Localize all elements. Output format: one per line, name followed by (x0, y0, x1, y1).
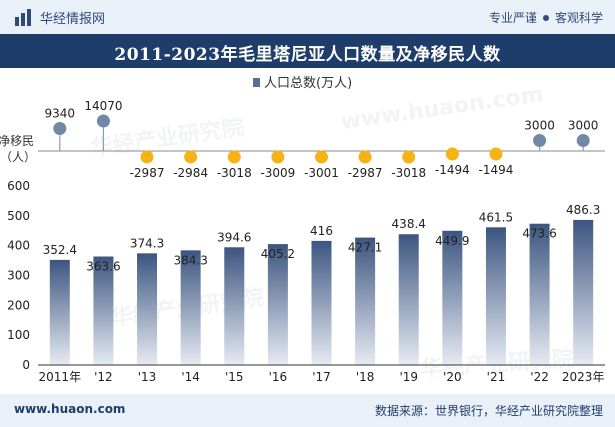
bar (180, 250, 201, 365)
migrant-point (53, 121, 67, 135)
legend: 人口总数(万人) (253, 76, 352, 91)
migrant-point (402, 150, 416, 164)
tagline-left: 专业严谨 (488, 11, 537, 25)
tagline-right: 客观科学 (554, 11, 603, 25)
bar-data-label: 486.3 (566, 203, 600, 217)
y-tick-label: 100 (7, 328, 30, 342)
bar-data-label: 461.5 (479, 210, 513, 224)
migrant-point (445, 147, 459, 161)
bar-data-label: 473.6 (522, 227, 556, 241)
y-tick-label: 600 (7, 179, 30, 193)
bar-data-label: 427.1 (348, 241, 382, 255)
bar-data-label: 394.6 (217, 230, 251, 244)
x-tick-label: 2023年 (562, 370, 605, 384)
migrant-point (489, 147, 503, 161)
footer-source: 数据来源：世界银行，华经产业研究院整理 (374, 404, 603, 418)
migrant-point (533, 134, 547, 147)
migrant-data-label: -3009 (260, 166, 295, 180)
migrant-data-label: -3018 (217, 166, 252, 180)
x-tick-label: '16 (269, 370, 288, 384)
y-tick-label: 400 (7, 239, 30, 253)
title-bar: 2011-2023年毛里塔尼亚人口数量及净移民人数 (0, 34, 615, 68)
migrant-data-label: -3001 (304, 166, 339, 180)
migrant-data-label: -1494 (435, 163, 470, 177)
migrant-point (184, 150, 198, 164)
bar (442, 230, 463, 365)
migrant-point (140, 150, 154, 164)
bar-data-label: 405.2 (261, 247, 295, 261)
top-bar: 华经情报网 专业严谨 客观科学 (0, 0, 615, 34)
migrant-data-label: -1494 (479, 163, 514, 177)
x-tick-label: '13 (138, 370, 157, 384)
y-tick-label: 200 (7, 298, 30, 312)
bar-data-label: 352.4 (43, 243, 77, 257)
x-tick-label: 2011年 (39, 370, 82, 384)
x-tick-label: '19 (399, 370, 418, 384)
bar (485, 227, 506, 365)
bar (311, 240, 332, 365)
migrant-point (358, 150, 372, 164)
x-tick-label: '15 (225, 370, 244, 384)
migrant-data-label: -3018 (391, 166, 426, 180)
bar (49, 259, 70, 365)
legend-label: 人口总数(万人) (264, 76, 352, 91)
y-tick-label: 0 (22, 358, 30, 372)
bar-data-label: 449.9 (435, 234, 469, 248)
migrant-data-label: 3000 (524, 119, 555, 133)
bar-data-label: 384.3 (173, 253, 207, 267)
migrant-data-label: 3000 (568, 119, 599, 133)
migrant-data-label: -2987 (130, 166, 165, 180)
x-tick-label: '22 (530, 370, 549, 384)
bar (137, 253, 158, 365)
bar (355, 237, 376, 365)
migrant-point (96, 114, 110, 128)
migrant-point (227, 150, 241, 164)
bar (267, 244, 288, 365)
footer: www.huaon.com 数据来源：世界银行，华经产业研究院整理 (0, 394, 615, 427)
x-tick-label: '20 (443, 370, 462, 384)
migrant-point (271, 150, 285, 164)
x-tick-label: '12 (94, 370, 113, 384)
bar (93, 256, 114, 365)
brand-logo-icon (15, 9, 31, 26)
bar-data-label: 363.6 (86, 260, 120, 274)
migrant-data-label: -2987 (348, 166, 383, 180)
bar (529, 223, 550, 365)
migrant-axis-label: 净移民 （人） (0, 134, 38, 164)
bar-data-label: 416 (310, 224, 333, 238)
x-tick-label: '18 (356, 370, 375, 384)
brand: 华经情报网 (14, 7, 105, 27)
migrant-point (315, 150, 328, 164)
y-tick-label: 300 (7, 269, 30, 283)
y-tick-label: 500 (7, 209, 30, 223)
footer-url: www.huaon.com (14, 402, 126, 416)
bar (224, 247, 245, 365)
migrant-data-label: 14070 (84, 99, 122, 113)
chart-area: 人口总数(万人) 净移民 （人） 9340 14070 -2987 -2984 -301… (0, 76, 605, 384)
bar (398, 234, 419, 365)
legend-swatch (253, 78, 260, 87)
dot-separator-icon (542, 14, 549, 21)
x-tick-label: '17 (312, 370, 331, 384)
x-tick-label: '21 (487, 370, 506, 384)
migrant-point (576, 134, 590, 147)
bar (573, 219, 594, 365)
x-tick-label: '14 (181, 370, 200, 384)
migrant-data-label: -2984 (173, 166, 208, 180)
chart-title: 2011-2023年毛里塔尼亚人口数量及净移民人数 (114, 45, 501, 65)
brand-name: 华经情报网 (40, 11, 106, 27)
bar-data-label: 438.4 (392, 217, 426, 231)
bar-data-label: 374.3 (130, 236, 164, 250)
migrant-data-label: 9340 (45, 106, 76, 120)
tagline: 专业严谨 客观科学 (489, 9, 603, 26)
